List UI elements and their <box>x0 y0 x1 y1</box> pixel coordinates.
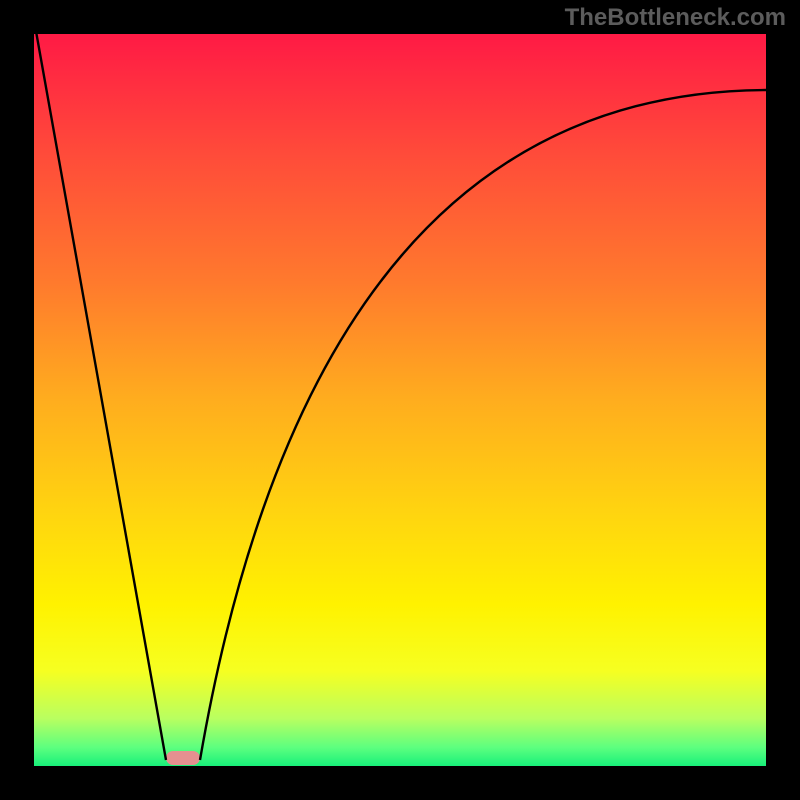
bottleneck-curve-chart <box>0 0 800 800</box>
chart-container: TheBottleneck.com <box>0 0 800 800</box>
gradient-background <box>34 34 766 766</box>
minimum-marker <box>166 751 200 765</box>
